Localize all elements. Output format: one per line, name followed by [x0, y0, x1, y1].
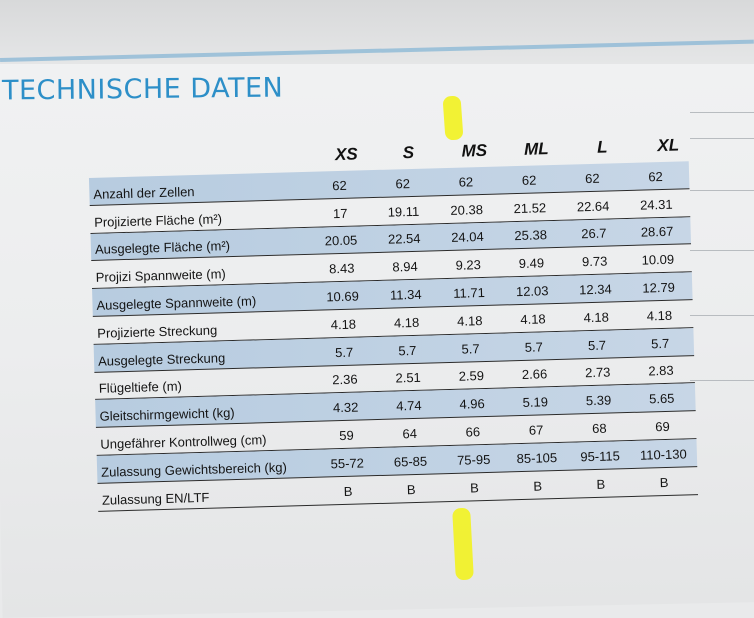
table-cell: 24.04: [438, 229, 498, 251]
table-cell: 66: [443, 424, 503, 446]
table-cell: 95-115: [570, 448, 630, 470]
table-cell: 62: [499, 172, 559, 194]
table-cell: 62: [310, 177, 370, 199]
table-cell: 25.38: [501, 227, 561, 249]
table-cell: 4.18: [377, 314, 437, 336]
page-title: TECHNISCHE DATEN: [2, 73, 284, 107]
table-cell: 8.94: [375, 259, 435, 281]
bleed-rule: [690, 380, 754, 381]
table-cell: 5.7: [377, 342, 437, 364]
table-cell: 2.73: [568, 364, 628, 386]
table-cell: 2.59: [441, 368, 501, 390]
table-cell: 12.03: [502, 283, 562, 305]
table-cell: 21.52: [500, 199, 560, 221]
table-cell: 8.43: [312, 260, 372, 282]
table-cell: 64: [380, 425, 440, 447]
table-cell: B: [508, 477, 568, 499]
table-cell: 26.7: [564, 225, 624, 247]
table-cell: 59: [317, 427, 377, 449]
table-cell: 62: [562, 170, 622, 192]
table-cell: 4.18: [566, 309, 626, 331]
table-cell: 4.32: [316, 399, 376, 421]
table-cell: 4.18: [440, 312, 500, 334]
table-cell: 5.39: [569, 392, 629, 414]
size-column-header: L: [570, 137, 635, 159]
table-cell: 2.83: [631, 363, 691, 385]
size-column-header: ML: [504, 139, 569, 161]
table-cell: 12.34: [566, 281, 626, 303]
table-cell: 62: [373, 175, 433, 197]
table-cell: 62: [626, 168, 686, 190]
table-cell: 5.7: [567, 337, 627, 359]
table-cell: 5.7: [441, 340, 501, 362]
table-cell: 20.38: [437, 201, 497, 223]
table-cell: B: [381, 481, 441, 503]
table-cell: 9.23: [438, 257, 498, 279]
table-cell: 22.54: [374, 231, 434, 253]
table-cell: 5.7: [504, 338, 564, 360]
table-cell: 2.36: [315, 371, 375, 393]
table-cell: 10.09: [628, 251, 688, 273]
table-cell: 67: [506, 422, 566, 444]
table-cell: 2.51: [378, 370, 438, 392]
table-cell: 55-72: [317, 455, 377, 477]
table-cell: 2.66: [505, 366, 565, 388]
table-cell: 5.7: [314, 344, 374, 366]
table-cell: 4.96: [442, 396, 502, 418]
size-column-header: S: [376, 142, 441, 164]
table-cell: 5.65: [632, 390, 692, 412]
table-cell: 5.19: [505, 394, 565, 416]
table-cell: 10.69: [313, 288, 373, 310]
table-cell: 75-95: [444, 451, 504, 473]
table-cell: 12.79: [629, 279, 689, 301]
table-cell: 24.31: [626, 196, 686, 218]
highlighter-mark: [452, 508, 474, 581]
bleed-rule: [690, 315, 754, 316]
table-cell: 28.67: [627, 224, 687, 246]
bleed-rule: [690, 190, 754, 191]
table-cell: B: [318, 483, 378, 505]
table-cell: 22.64: [563, 198, 623, 220]
table-cell: 4.18: [503, 311, 563, 333]
table-cell: 11.34: [376, 286, 436, 308]
table-cell: 5.7: [630, 335, 690, 357]
table-cell: 4.18: [630, 307, 690, 329]
size-column-header: XL: [636, 135, 701, 157]
table-cell: B: [571, 476, 631, 498]
size-column-header: XS: [314, 144, 379, 166]
table-cell: 110-130: [633, 446, 693, 468]
table-cell: 68: [569, 420, 629, 442]
table-cell: 85-105: [507, 450, 567, 472]
table-cell: 4.74: [379, 397, 439, 419]
bleed-rule: [690, 250, 754, 251]
table-cell: B: [445, 479, 505, 501]
table-cell: 65-85: [381, 453, 441, 475]
table-cell: 19.11: [374, 203, 434, 225]
table-cell: 11.71: [439, 285, 499, 307]
table-cell: 4.18: [313, 316, 373, 338]
table-cell: 9.49: [502, 255, 562, 277]
table-cell: 20.05: [311, 233, 371, 255]
table-cell: 17: [310, 205, 370, 227]
size-column-header: MS: [442, 140, 507, 162]
bleed-rule: [690, 112, 754, 113]
table-cell: 69: [633, 418, 693, 440]
table-cell: 62: [436, 173, 496, 195]
table-cell: B: [634, 474, 694, 496]
table-cell: 9.73: [565, 253, 625, 275]
